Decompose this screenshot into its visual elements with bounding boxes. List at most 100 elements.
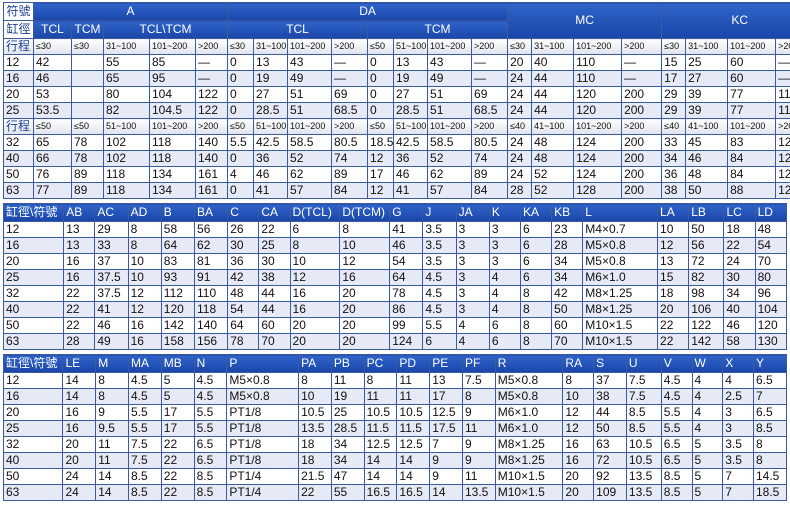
value-cell: 16 <box>128 318 161 334</box>
value-cell: 10 <box>340 238 390 254</box>
value-cell: 12 <box>563 405 594 421</box>
value-cell: 18.5 <box>753 485 786 501</box>
column-header: U <box>626 355 661 373</box>
dimension-sheet: 符號 A DA MC KC 缸徑 TCL TCM TCL\TCM TCL TCM… <box>3 2 787 505</box>
value-cell: 8 <box>128 238 161 254</box>
value-cell: 4.5 <box>423 302 456 318</box>
value-cell: 41 <box>394 183 428 199</box>
value-cell: M8×1.25 <box>583 286 658 302</box>
value-cell: 18 <box>299 437 332 453</box>
value-cell: 64 <box>390 270 423 286</box>
value-cell: 44 <box>532 71 574 87</box>
stroke-range-cell: ≤50 <box>228 119 254 135</box>
value-cell: M10×1.5 <box>495 485 563 501</box>
value-cell: 3.5 <box>723 453 754 469</box>
value-cell: 68.5 <box>472 103 508 119</box>
value-cell: 4 <box>723 373 754 389</box>
value-cell: 4 <box>489 302 520 318</box>
value-cell: 63 <box>594 437 627 453</box>
value-cell: 22 <box>259 222 290 238</box>
value-cell: 33 <box>95 238 128 254</box>
value-cell: 29 <box>662 103 686 119</box>
value-cell: 98 <box>689 286 724 302</box>
bore-cell: 25 <box>4 103 34 119</box>
value-cell: 30 <box>724 270 755 286</box>
stroke-range-cell: 51~100 <box>254 119 288 135</box>
value-cell: 19 <box>331 389 364 405</box>
value-cell: 57 <box>428 183 472 199</box>
value-cell: 156 <box>195 334 228 350</box>
value-cell: 18 <box>658 286 689 302</box>
value-cell: 49 <box>288 71 332 87</box>
stroke-range-cell: >200 <box>332 39 368 55</box>
column-header: AD <box>128 204 161 222</box>
value-cell: 124 <box>574 151 622 167</box>
value-cell: 5.5 <box>228 135 254 151</box>
value-cell: 22 <box>161 469 194 485</box>
value-cell: 6.5 <box>661 453 692 469</box>
value-cell: 60 <box>728 71 776 87</box>
value-cell: 161 <box>196 167 228 183</box>
value-cell: 13 <box>658 254 689 270</box>
value-cell: 85 <box>150 55 196 71</box>
value-cell: 69 <box>332 87 368 103</box>
value-cell: 7.5 <box>129 437 162 453</box>
value-cell: 22 <box>64 286 95 302</box>
value-cell: 8 <box>753 453 786 469</box>
stroke-range-cell: ≤50 <box>72 119 104 135</box>
value-cell: 124 <box>776 167 790 183</box>
value-cell: — <box>472 55 508 71</box>
value-cell: 89 <box>332 167 368 183</box>
value-cell: 51 <box>428 103 472 119</box>
value-cell: 6 <box>290 222 340 238</box>
value-cell: 0 <box>228 151 254 167</box>
column-header: S <box>594 355 627 373</box>
value-cell: 16 <box>563 437 594 453</box>
value-cell: 140 <box>195 318 228 334</box>
value-cell: — <box>622 55 662 71</box>
column-header: LD <box>755 204 786 222</box>
column-header: KA <box>521 204 552 222</box>
value-cell: 17 <box>161 421 194 437</box>
value-cell: 8 <box>340 222 390 238</box>
value-cell: — <box>472 71 508 87</box>
stroke-range-cell: 41~100 <box>686 119 728 135</box>
value-cell: 4 <box>489 286 520 302</box>
value-cell: 51 <box>288 103 332 119</box>
value-cell: 109 <box>594 485 627 501</box>
value-cell: 78 <box>72 135 104 151</box>
value-cell: 106 <box>689 302 724 318</box>
value-cell: 14 <box>63 389 96 405</box>
value-cell: 34 <box>331 453 364 469</box>
value-cell: 3.5 <box>723 437 754 453</box>
value-cell: 140 <box>196 151 228 167</box>
value-cell: 9.5 <box>96 421 129 437</box>
value-cell: 104 <box>755 302 786 318</box>
bore-cell: 40 <box>4 453 63 469</box>
value-cell: 42.5 <box>254 135 288 151</box>
value-cell: 112 <box>161 286 194 302</box>
value-cell: M10×1.5 <box>495 469 563 485</box>
stroke-range-cell: 31~100 <box>686 39 728 55</box>
value-cell: PT1/8 <box>227 405 299 421</box>
value-cell: 10.5 <box>364 405 397 421</box>
column-header: LE <box>63 355 96 373</box>
value-cell: 7.5 <box>129 453 162 469</box>
value-cell: 5.5 <box>194 405 227 421</box>
value-cell: 25 <box>331 405 364 421</box>
value-cell: 17.5 <box>430 421 463 437</box>
value-cell: 58 <box>161 222 194 238</box>
value-cell: 122 <box>689 318 724 334</box>
value-cell: 19 <box>394 71 428 87</box>
value-cell: — <box>332 71 368 87</box>
value-cell: 25 <box>686 55 728 71</box>
value-cell: M10×1.5 <box>583 334 658 350</box>
value-cell: 20 <box>508 55 532 71</box>
value-cell: 58.5 <box>428 135 472 151</box>
stroke-range-cell: ≤40 <box>508 119 532 135</box>
value-cell: 140 <box>196 135 228 151</box>
value-cell: 11 <box>397 389 430 405</box>
